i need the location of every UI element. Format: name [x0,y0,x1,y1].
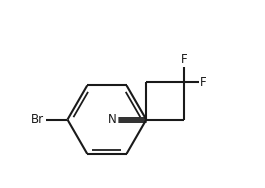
Text: Br: Br [31,113,44,126]
Text: F: F [180,53,187,66]
Text: F: F [200,76,207,89]
Text: N: N [108,113,116,126]
